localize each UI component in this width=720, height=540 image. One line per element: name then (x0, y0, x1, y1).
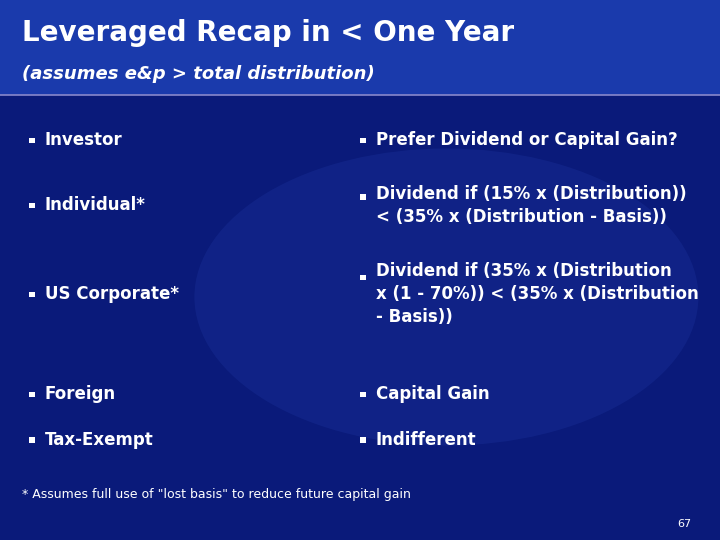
Text: Dividend if (35% x (Distribution
x (1 - 70%)) < (35% x (Distribution
- Basis)): Dividend if (35% x (Distribution x (1 - … (376, 262, 698, 326)
Text: Indifferent: Indifferent (376, 431, 477, 449)
Text: (assumes e&p > total distribution): (assumes e&p > total distribution) (22, 65, 374, 83)
Text: Prefer Dividend or Capital Gain?: Prefer Dividend or Capital Gain? (376, 131, 678, 150)
FancyBboxPatch shape (360, 275, 366, 280)
Text: Tax-Exempt: Tax-Exempt (45, 431, 153, 449)
Text: Individual*: Individual* (45, 196, 145, 214)
Text: Foreign: Foreign (45, 385, 116, 403)
Text: 67: 67 (677, 519, 691, 529)
Text: Dividend if (15% x (Distribution))
< (35% x (Distribution - Basis)): Dividend if (15% x (Distribution)) < (35… (376, 185, 686, 226)
FancyBboxPatch shape (0, 0, 720, 94)
Text: * Assumes full use of "lost basis" to reduce future capital gain: * Assumes full use of "lost basis" to re… (22, 488, 410, 501)
FancyBboxPatch shape (360, 194, 366, 199)
FancyBboxPatch shape (360, 392, 366, 397)
FancyBboxPatch shape (360, 437, 366, 443)
Text: Capital Gain: Capital Gain (376, 385, 490, 403)
FancyBboxPatch shape (29, 202, 35, 208)
FancyBboxPatch shape (29, 392, 35, 397)
Text: US Corporate*: US Corporate* (45, 285, 179, 303)
FancyBboxPatch shape (29, 292, 35, 297)
FancyBboxPatch shape (29, 138, 35, 143)
Ellipse shape (194, 148, 698, 445)
FancyBboxPatch shape (360, 138, 366, 143)
Text: Investor: Investor (45, 131, 122, 150)
FancyBboxPatch shape (29, 437, 35, 443)
Text: Leveraged Recap in < One Year: Leveraged Recap in < One Year (22, 19, 514, 47)
